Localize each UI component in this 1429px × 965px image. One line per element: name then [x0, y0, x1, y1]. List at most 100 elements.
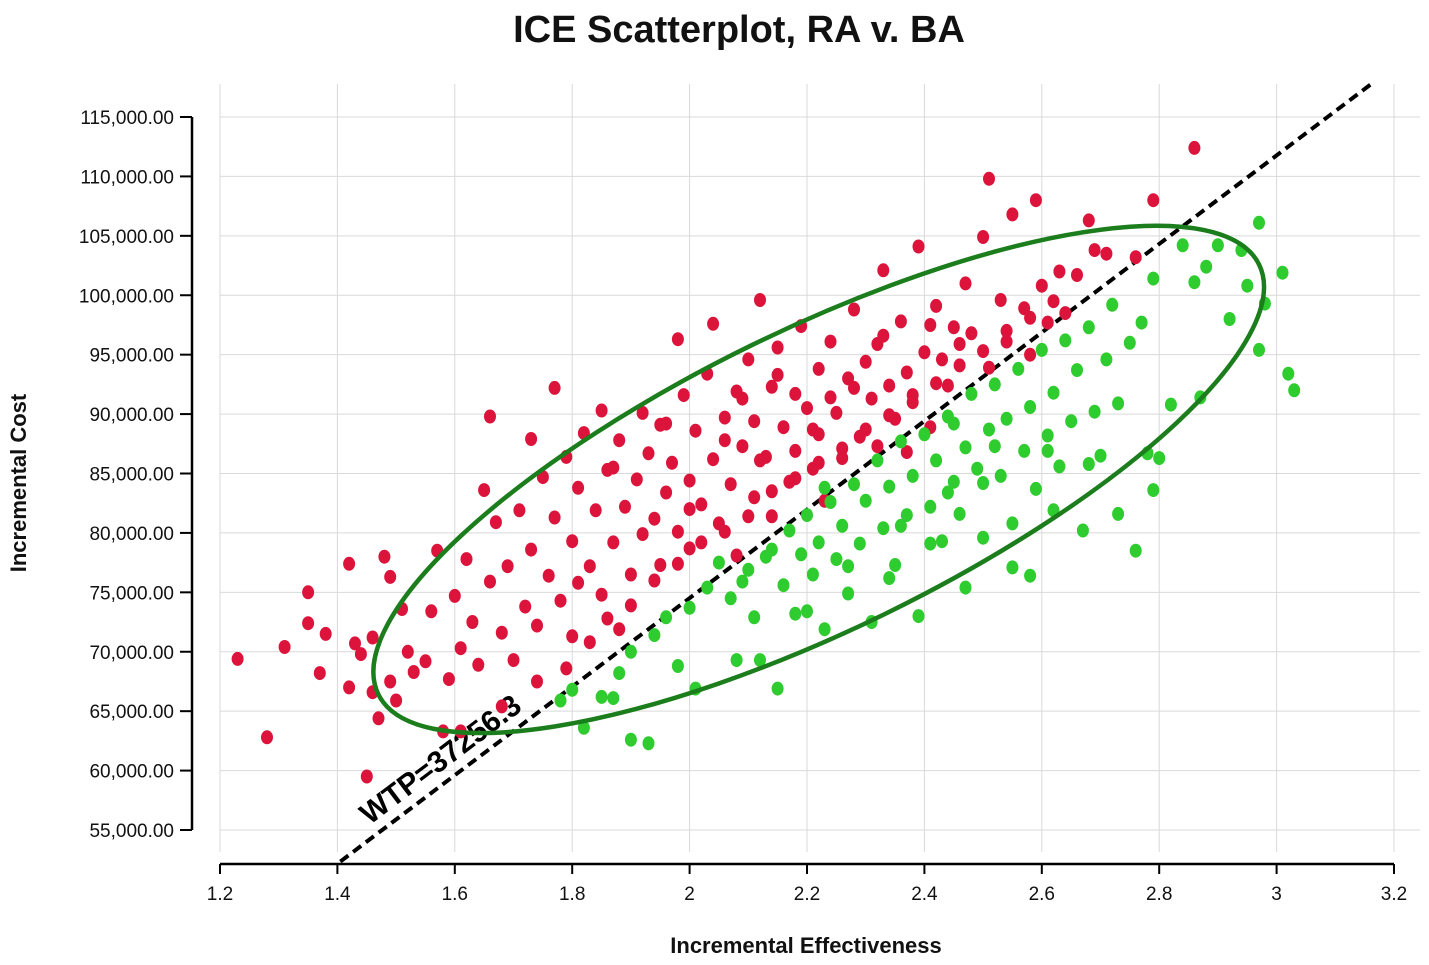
scatter-point-green: [894, 518, 907, 533]
scatter-point-green: [889, 558, 902, 572]
scatter-point-red: [918, 345, 931, 360]
scatter-point-red: [542, 568, 555, 583]
scatter-point-green: [801, 604, 813, 619]
scatter-point-green: [789, 606, 802, 621]
points-below-wtp: [554, 215, 1301, 751]
scatter-point-red: [319, 626, 332, 641]
scatter-point-green: [624, 732, 637, 747]
scatter-point-red: [390, 693, 403, 708]
scatter-point-green: [648, 628, 661, 643]
scatter-point-red: [343, 556, 356, 571]
scatter-point-green: [842, 559, 855, 574]
scatter-point-green: [1071, 363, 1083, 378]
scatter-point-green: [1029, 481, 1042, 496]
scatter-point-green: [1241, 278, 1254, 293]
scatter-point-red: [313, 666, 326, 681]
scatter-point-green: [624, 644, 637, 659]
scatter-point-green: [595, 689, 608, 704]
scatter-point-red: [924, 318, 937, 332]
scatter-point-green: [988, 377, 1001, 392]
scatter-point-red: [601, 611, 614, 626]
scatter-point-red: [648, 573, 661, 588]
scatter-point-green: [824, 495, 837, 509]
scatter-point-green: [554, 693, 567, 708]
scatter-point-green: [988, 439, 1001, 454]
scatter-point-red: [507, 653, 520, 668]
scatter-point-red: [765, 484, 778, 499]
scatter-point-green: [936, 534, 948, 549]
scatter-point-green: [1082, 320, 1095, 335]
scatter-point-red: [495, 699, 508, 714]
scatter-point-green: [1123, 335, 1136, 350]
scatter-point-red: [360, 769, 373, 784]
y-tick-label: 60,000.00: [89, 762, 174, 783]
scatter-point-red: [624, 567, 637, 582]
scatter-point-red: [607, 460, 620, 475]
scatter-point-green: [1147, 271, 1160, 286]
scatter-point-green: [1176, 238, 1189, 253]
scatter-point-red: [278, 640, 291, 654]
scatter-point-green: [959, 580, 972, 595]
y-axis-label: Incremental Cost: [6, 393, 31, 572]
scatter-point-red: [648, 511, 661, 526]
scatter-point-red: [941, 378, 954, 393]
scatter-point-green: [830, 552, 843, 567]
scatter-point-green: [818, 480, 831, 495]
scatter-point-red: [812, 361, 825, 376]
scatter-point-green: [894, 434, 907, 449]
x-tick-label: 1.8: [559, 884, 585, 905]
scatter-point-green: [918, 427, 931, 442]
x-tick-label: 1.4: [324, 884, 351, 905]
scatter-point-green: [730, 653, 743, 668]
scatter-point-green: [1018, 443, 1031, 458]
scatter-point-green: [1076, 523, 1089, 538]
scatter-point-red: [812, 455, 825, 470]
scatter-point-green: [906, 468, 919, 483]
scatter-point-green: [924, 536, 937, 551]
scatter-point-red: [824, 334, 837, 349]
points-above-wtp: [231, 140, 1201, 784]
scatter-point-green: [1223, 312, 1236, 326]
x-axis: 1.2 1.4 1.6 1.8 2 2.2 2.4 2.6 2.8 3 3.2: [207, 862, 1407, 905]
scatter-point-red: [366, 630, 379, 645]
scatter-point-green: [777, 578, 790, 593]
scatter-point-red: [1035, 278, 1048, 293]
scatter-point-green: [1276, 265, 1289, 280]
scatter-point-red: [478, 483, 491, 498]
scatter-point-red: [460, 552, 473, 567]
scatter-point-red: [707, 452, 720, 467]
scatter-point-red: [748, 490, 761, 505]
scatter-point-red: [630, 472, 643, 487]
scatter-point-green: [712, 555, 725, 570]
scatter-point-red: [883, 408, 896, 423]
scatter-point-green: [1006, 560, 1019, 575]
scatter-point-red: [906, 388, 919, 403]
scatter-point-green: [977, 476, 990, 490]
scatter-point-green: [1041, 443, 1054, 458]
y-tick-label: 55,000.00: [89, 821, 174, 842]
scatter-point-red: [977, 230, 990, 244]
scatter-point-red: [789, 443, 802, 458]
y-axis: 55,000.00 60,000.00 65,000.00 70,000.00 75,0…: [79, 108, 194, 842]
scatter-point-red: [789, 386, 802, 401]
y-tick-label: 80,000.00: [89, 524, 174, 545]
scatter-point-red: [900, 445, 913, 460]
scatter-point-green: [1088, 404, 1101, 419]
scatter-point-green: [1082, 457, 1095, 471]
scatter-point-red: [1041, 315, 1054, 330]
scatter-point-red: [877, 263, 890, 278]
scatter-point-red: [484, 574, 496, 589]
scatter-point-red: [912, 239, 925, 254]
scatter-point-green: [883, 571, 896, 586]
y-tick-label: 70,000.00: [89, 643, 174, 664]
scatter-point-red: [742, 352, 755, 367]
scatter-point-red: [736, 391, 749, 406]
scatter-point-green: [754, 653, 766, 668]
scatter-point-green: [1000, 411, 1013, 426]
scatter-point-red: [801, 401, 813, 416]
scatter-point-green: [900, 508, 913, 523]
scatter-point-green: [1035, 342, 1048, 357]
scatter-point-green: [1059, 333, 1072, 348]
scatter-point-red: [718, 433, 731, 448]
